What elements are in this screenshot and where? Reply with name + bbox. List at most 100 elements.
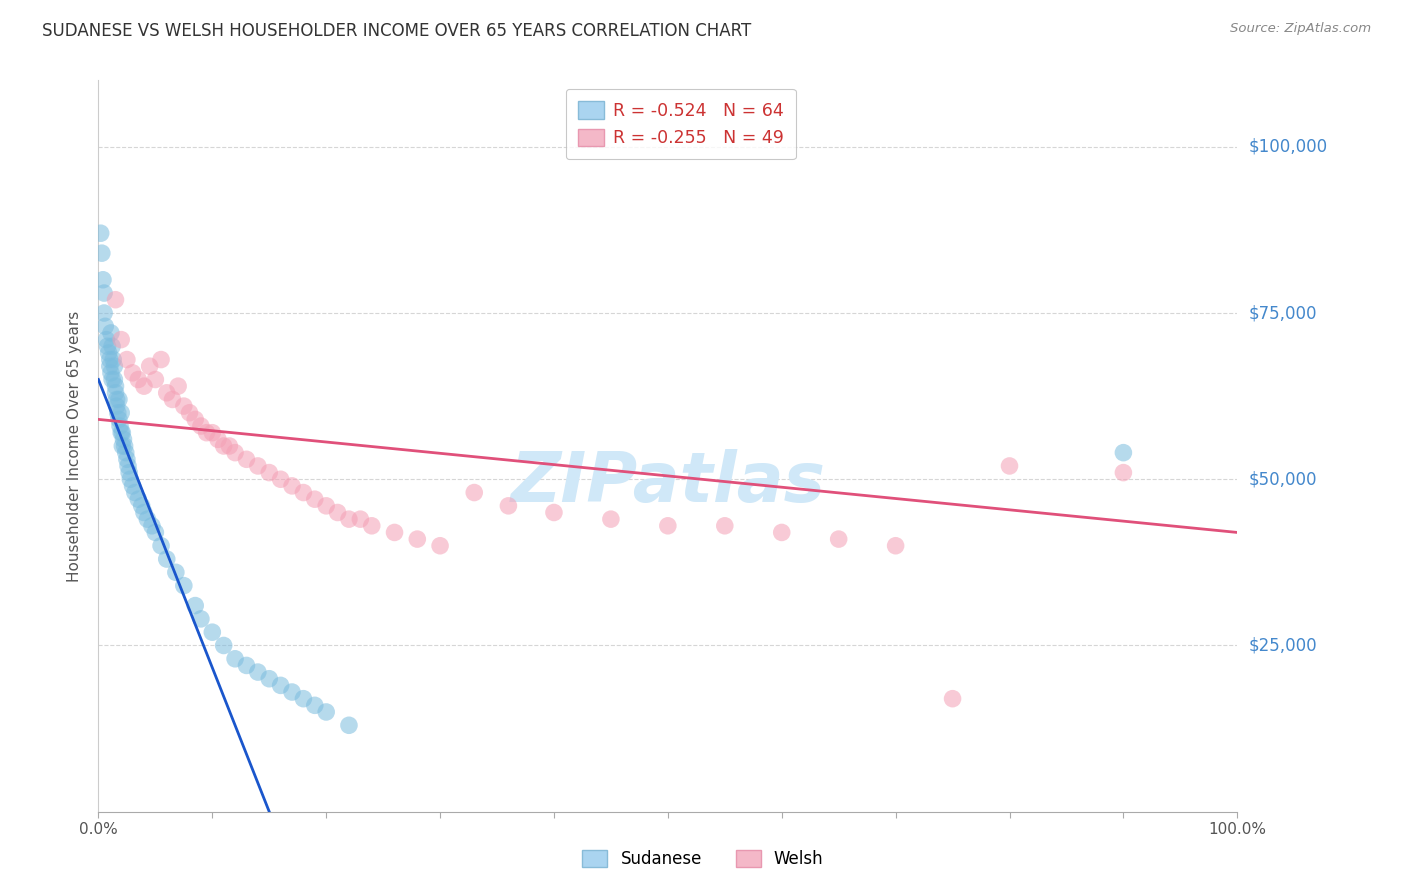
Point (714, 518, 737, 533)
Point (98, 359, 121, 374)
Text: $75,000: $75,000 (1249, 304, 1317, 322)
Text: ZIPatlas: ZIPatlas (510, 449, 825, 516)
Point (110, 406, 132, 420)
Point (105, 399, 128, 413)
Point (218, 439, 240, 453)
Point (173, 579, 195, 593)
Text: $25,000: $25,000 (1249, 637, 1317, 655)
Point (349, 512, 371, 526)
Point (337, 718, 360, 732)
Y-axis label: Householder Income Over 65 years: Householder Income Over 65 years (67, 310, 83, 582)
Point (104, 379, 127, 393)
Point (114, 439, 136, 453)
Point (118, 466, 141, 480)
Point (124, 485, 146, 500)
Point (132, 506, 155, 520)
Point (165, 566, 187, 580)
Point (235, 452, 257, 467)
Point (190, 419, 212, 434)
Point (224, 652, 246, 666)
Point (115, 352, 138, 367)
Point (131, 499, 153, 513)
Point (184, 412, 207, 426)
Point (108, 392, 131, 407)
Point (224, 445, 246, 459)
Point (101, 372, 124, 386)
Point (337, 512, 360, 526)
Point (246, 665, 269, 679)
Point (884, 539, 907, 553)
Point (942, 691, 965, 706)
Point (104, 293, 127, 307)
Point (110, 333, 132, 347)
Point (304, 492, 326, 507)
Point (145, 372, 167, 386)
Point (315, 499, 337, 513)
Point (770, 525, 793, 540)
Point (212, 639, 235, 653)
Point (207, 433, 229, 447)
Point (136, 512, 159, 526)
Point (270, 678, 292, 692)
Point (259, 466, 281, 480)
Point (96, 333, 118, 347)
Point (93, 286, 115, 301)
Point (90, 246, 112, 260)
Point (127, 492, 149, 507)
Point (108, 412, 131, 426)
Point (145, 525, 167, 540)
Point (150, 352, 173, 367)
Point (212, 439, 235, 453)
Text: Source: ZipAtlas.com: Source: ZipAtlas.com (1230, 22, 1371, 36)
Point (246, 458, 269, 473)
Point (114, 445, 136, 459)
Point (543, 506, 565, 520)
Point (121, 366, 143, 380)
Point (100, 366, 122, 380)
Point (96, 339, 118, 353)
Point (201, 625, 224, 640)
Point (657, 518, 679, 533)
Point (360, 518, 382, 533)
Point (93, 306, 115, 320)
Legend: R = -0.524   N = 64, R = -0.255   N = 49: R = -0.524 N = 64, R = -0.255 N = 49 (567, 89, 796, 160)
Point (429, 539, 451, 553)
Point (121, 479, 143, 493)
Point (292, 485, 315, 500)
Point (115, 452, 138, 467)
Point (90, 226, 112, 240)
Point (100, 326, 122, 340)
Point (105, 392, 128, 407)
Point (463, 485, 485, 500)
Point (98, 352, 121, 367)
Point (292, 691, 315, 706)
Point (998, 458, 1021, 473)
Point (315, 705, 337, 719)
Point (127, 372, 149, 386)
Point (103, 372, 125, 386)
Point (1112, 445, 1135, 459)
Point (1112, 466, 1135, 480)
Point (498, 499, 520, 513)
Legend: Sudanese, Welsh: Sudanese, Welsh (576, 843, 830, 875)
Point (281, 479, 304, 493)
Point (326, 506, 349, 520)
Point (103, 359, 125, 374)
Point (132, 379, 155, 393)
Point (173, 399, 195, 413)
Point (162, 392, 184, 407)
Point (112, 433, 135, 447)
Point (195, 425, 218, 440)
Point (150, 539, 173, 553)
Point (104, 385, 127, 400)
Point (384, 525, 406, 540)
Point (304, 698, 326, 713)
Point (108, 419, 131, 434)
Point (167, 379, 190, 393)
Text: SUDANESE VS WELSH HOUSEHOLDER INCOME OVER 65 YEARS CORRELATION CHART: SUDANESE VS WELSH HOUSEHOLDER INCOME OVE… (42, 22, 751, 40)
Point (111, 425, 134, 440)
Point (101, 339, 124, 353)
Point (179, 406, 201, 420)
Text: $50,000: $50,000 (1249, 470, 1317, 488)
Point (94, 319, 117, 334)
